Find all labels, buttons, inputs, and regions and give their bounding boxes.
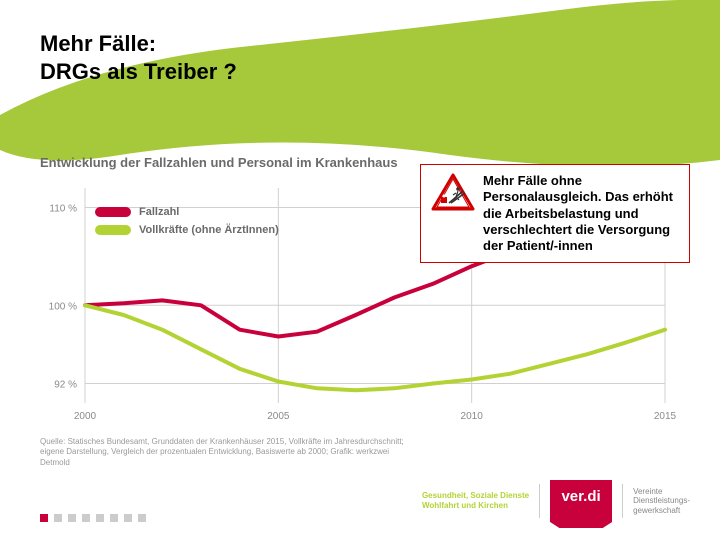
background-swoosh: [0, 0, 720, 180]
pagination-dot: [138, 514, 146, 522]
org-line1: Vereinte: [633, 487, 662, 496]
org-department: Gesundheit, Soziale Dienste Wohlfahrt un…: [422, 491, 529, 510]
legend-swatch: [95, 225, 131, 235]
legend-item: Fallzahl: [95, 206, 279, 218]
verdi-logo-text: ver.di: [561, 488, 600, 505]
svg-text:2000: 2000: [74, 411, 97, 422]
org-line3: gewerkschaft: [633, 506, 680, 515]
separator: [622, 484, 623, 518]
slide-title: Mehr Fälle: DRGs als Treiber ?: [40, 30, 237, 85]
pagination-dot: [54, 514, 62, 522]
svg-text:2010: 2010: [461, 411, 484, 422]
title-line-1: Mehr Fälle:: [40, 30, 237, 58]
legend-swatch: [95, 207, 131, 217]
pagination-dot: [82, 514, 90, 522]
callout-box: Mehr Fälle ohne Personalausgleich. Das e…: [420, 164, 690, 263]
pagination-dot: [110, 514, 118, 522]
org-name: Vereinte Dienstleistungs- gewerkschaft: [633, 487, 690, 516]
svg-text:2005: 2005: [267, 411, 290, 422]
svg-text:2015: 2015: [654, 411, 677, 422]
pagination-dot: [96, 514, 104, 522]
pagination-dot: [40, 514, 48, 522]
org-line2: Dienstleistungs-: [633, 496, 690, 505]
chart-legend: Fallzahl Vollkräfte (ohne ÄrztInnen): [95, 206, 279, 242]
pagination-dots: [40, 514, 146, 522]
pagination-dot: [68, 514, 76, 522]
slide-footer: Gesundheit, Soziale Dienste Wohlfahrt un…: [40, 482, 690, 522]
title-line-2: DRGs als Treiber ?: [40, 58, 237, 86]
verdi-logo: ver.di: [550, 480, 612, 522]
separator: [539, 484, 540, 518]
legend-label: Vollkräfte (ohne ÄrztInnen): [139, 224, 279, 236]
legend-item: Vollkräfte (ohne ÄrztInnen): [95, 224, 279, 236]
pagination-dot: [124, 514, 132, 522]
org-dept-line2: Wohlfahrt und Kirchen: [422, 501, 508, 510]
warning-icon: [431, 173, 475, 213]
svg-text:92 %: 92 %: [54, 379, 77, 390]
svg-text:110 %: 110 %: [49, 204, 77, 215]
svg-text:100 %: 100 %: [49, 301, 77, 312]
callout-text: Mehr Fälle ohne Personalausgleich. Das e…: [483, 173, 679, 254]
logo-block: Gesundheit, Soziale Dienste Wohlfahrt un…: [422, 480, 690, 522]
legend-label: Fallzahl: [139, 206, 179, 218]
org-dept-line1: Gesundheit, Soziale Dienste: [422, 491, 529, 500]
